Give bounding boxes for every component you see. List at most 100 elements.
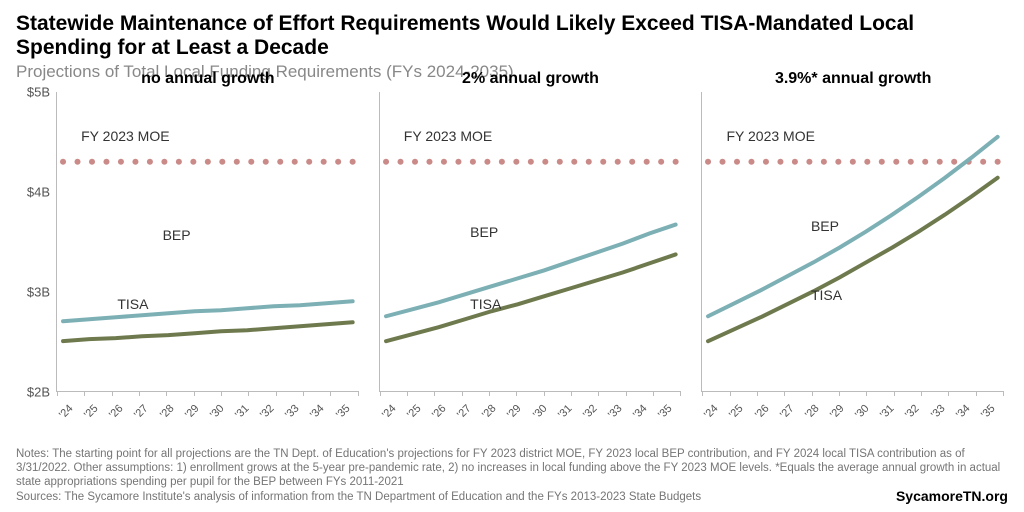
x-tick-label: '27	[778, 395, 804, 421]
x-axis: '24'25'26'27'28'29'30'31'32'33'34'35	[702, 407, 1004, 419]
moe-dot	[306, 159, 312, 165]
moe-dot	[118, 159, 124, 165]
y-tick-label: $2B	[27, 385, 50, 400]
source-text: Sources: The Sycamore Institute's analys…	[16, 490, 1008, 504]
x-tick-label: '35	[979, 395, 1005, 421]
moe-dot	[132, 159, 138, 165]
tisa-line	[63, 323, 353, 342]
moe-dot	[894, 159, 900, 165]
moe-dot	[277, 159, 283, 165]
moe-dot	[865, 159, 871, 165]
moe-dot	[455, 159, 461, 165]
x-tick-label: '32	[581, 395, 607, 421]
moe-dot	[749, 159, 755, 165]
x-tick-label: '29	[505, 395, 531, 421]
moe-dot	[720, 159, 726, 165]
tisa-label: TISA	[470, 296, 501, 312]
x-tick-label: '32	[903, 395, 929, 421]
chart-panel: no annual growthFY 2023 MOEBEPTISA'24'25…	[56, 92, 359, 392]
tisa-line	[386, 255, 676, 342]
x-tick-label: '26	[753, 395, 779, 421]
moe-dot	[585, 159, 591, 165]
moe-dot	[234, 159, 240, 165]
moe-dot	[103, 159, 109, 165]
x-axis: '24'25'26'27'28'29'30'31'32'33'34'35	[380, 407, 682, 419]
bep-label: BEP	[470, 224, 498, 240]
x-tick-label: '34	[954, 395, 980, 421]
x-tick-label: '35	[656, 395, 682, 421]
tisa-label: TISA	[811, 287, 842, 303]
moe-dot	[513, 159, 519, 165]
moe-dot	[161, 159, 167, 165]
moe-dot	[980, 159, 986, 165]
x-tick-label: '28	[803, 395, 829, 421]
moe-dot	[60, 159, 66, 165]
moe-dot	[937, 159, 943, 165]
moe-dot	[292, 159, 298, 165]
bep-label: BEP	[811, 218, 839, 234]
moe-dot	[705, 159, 711, 165]
moe-dot	[321, 159, 327, 165]
moe-dot	[879, 159, 885, 165]
moe-dot	[441, 159, 447, 165]
x-tick-label: '34	[308, 395, 334, 421]
x-tick-label: '32	[258, 395, 284, 421]
moe-dot	[600, 159, 606, 165]
bep-label: BEP	[163, 227, 191, 243]
x-tick-label: '34	[631, 395, 657, 421]
moe-dot	[614, 159, 620, 165]
tisa-label: TISA	[117, 296, 148, 312]
x-tick-label: '30	[531, 395, 557, 421]
moe-dot	[176, 159, 182, 165]
moe-label: FY 2023 MOE	[81, 128, 169, 144]
moe-dot	[629, 159, 635, 165]
x-tick-label: '26	[107, 395, 133, 421]
moe-dot	[263, 159, 269, 165]
x-tick-label: '35	[334, 395, 360, 421]
moe-dot	[952, 159, 958, 165]
panels-row: $2B$3B$4B$5B no annual growthFY 2023 MOE…	[16, 92, 1008, 392]
x-tick-label: '33	[929, 395, 955, 421]
x-tick-label: '25	[405, 395, 431, 421]
x-tick-label: '30	[853, 395, 879, 421]
moe-dot	[734, 159, 740, 165]
moe-dot	[672, 159, 678, 165]
moe-dot	[763, 159, 769, 165]
x-tick-label: '31	[878, 395, 904, 421]
y-tick-label: $4B	[27, 185, 50, 200]
y-tick-label: $5B	[27, 85, 50, 100]
moe-dot	[219, 159, 225, 165]
x-tick-label: '27	[132, 395, 158, 421]
notes-text: Notes: The starting point for all projec…	[16, 447, 1008, 490]
moe-dot	[426, 159, 432, 165]
tisa-line	[708, 178, 998, 341]
moe-dot	[470, 159, 476, 165]
moe-dot	[643, 159, 649, 165]
x-tick-label: '29	[828, 395, 854, 421]
x-tick-label: '24	[380, 395, 406, 421]
x-tick-label: '28	[480, 395, 506, 421]
moe-dot	[556, 159, 562, 165]
moe-dot	[89, 159, 95, 165]
x-tick-marks	[57, 391, 359, 396]
moe-dot	[205, 159, 211, 165]
x-tick-label: '29	[183, 395, 209, 421]
chart-container: Statewide Maintenance of Effort Requirem…	[0, 0, 1024, 512]
moe-dot	[74, 159, 80, 165]
x-tick-label: '25	[727, 395, 753, 421]
moe-dot	[836, 159, 842, 165]
moe-dot	[412, 159, 418, 165]
moe-dot	[397, 159, 403, 165]
moe-dot	[908, 159, 914, 165]
x-tick-label: '33	[283, 395, 309, 421]
brand-text: SycamoreTN.org	[896, 488, 1008, 504]
panel-title: 2% annual growth	[380, 70, 682, 88]
x-tick-label: '24	[57, 395, 83, 421]
x-tick-label: '25	[82, 395, 108, 421]
moe-dot	[248, 159, 254, 165]
panel-title: 3.9%* annual growth	[702, 70, 1004, 88]
x-tick-label: '31	[233, 395, 259, 421]
x-tick-marks	[380, 391, 682, 396]
chart-title: Statewide Maintenance of Effort Requirem…	[16, 12, 1008, 60]
moe-dot	[484, 159, 490, 165]
